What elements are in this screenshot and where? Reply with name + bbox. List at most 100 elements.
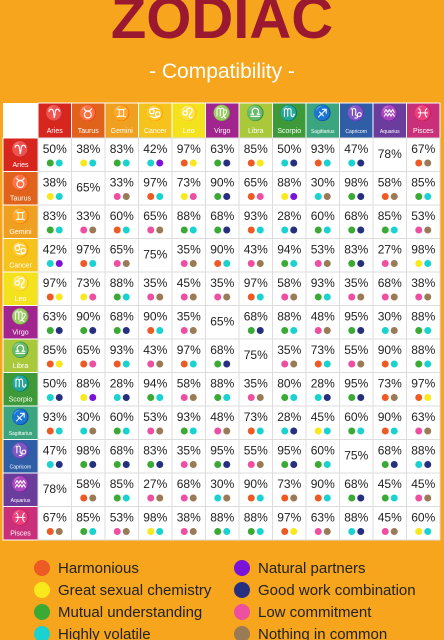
cell xyxy=(272,305,307,340)
cell xyxy=(104,305,139,340)
cell-value: 47% xyxy=(344,142,368,156)
cell-dot xyxy=(189,193,197,200)
cell-value: 88% xyxy=(411,444,435,458)
cell-dot xyxy=(214,394,222,401)
cell-value: 90% xyxy=(143,310,167,324)
cell-dot xyxy=(390,394,398,401)
cell-dot xyxy=(223,360,231,368)
cell-value: 65% xyxy=(110,243,134,257)
row-name: Pisces xyxy=(10,531,31,538)
cell-dot xyxy=(122,461,130,468)
legend-dot xyxy=(234,626,250,640)
cell-value: 43% xyxy=(143,343,167,357)
cell-dot xyxy=(223,226,231,234)
cell-dot xyxy=(390,327,398,334)
cell-dot xyxy=(348,226,356,234)
cell-dot xyxy=(156,427,164,435)
row-name: Capricorn xyxy=(10,465,32,471)
cell-value: 35% xyxy=(277,343,301,357)
cell-dot xyxy=(122,293,130,301)
cell-dot xyxy=(381,528,389,535)
cell xyxy=(238,472,273,507)
cell-dot xyxy=(89,327,97,334)
cell-value: 97% xyxy=(177,343,201,357)
cell-value: 35% xyxy=(244,377,268,391)
cell-value: 48% xyxy=(311,310,335,324)
cell-dot xyxy=(348,360,356,368)
cell-value: 38% xyxy=(177,511,201,525)
cell-dot xyxy=(348,159,356,167)
cell-value: 55% xyxy=(244,444,268,458)
cell xyxy=(272,405,307,440)
cell-value: 67% xyxy=(43,511,67,525)
cell-dot xyxy=(46,226,54,234)
col-name: Aquarius xyxy=(380,129,400,135)
cell-value: 60% xyxy=(344,410,368,424)
cell-dot xyxy=(89,260,97,267)
legend-label: Highly volatile xyxy=(58,626,151,640)
cell-dot xyxy=(80,494,88,502)
cell-value: 73% xyxy=(311,343,335,357)
cell-dot xyxy=(189,528,197,535)
cell-dot xyxy=(89,461,97,468)
cell-dot xyxy=(290,494,298,502)
cell-dot xyxy=(214,193,222,200)
cell-dot xyxy=(256,193,264,200)
cell-value: 35% xyxy=(177,243,201,257)
cell-dot xyxy=(357,360,365,368)
cell-dot xyxy=(323,226,331,234)
cell-value: 63% xyxy=(210,142,234,156)
row-name: Taurus xyxy=(10,196,32,203)
cell-dot xyxy=(46,260,54,267)
legend-label: Low commitment xyxy=(258,604,372,621)
cell-dot xyxy=(55,226,63,234)
cell-dot xyxy=(180,260,188,267)
cell-value: 85% xyxy=(43,343,67,357)
cell-dot xyxy=(147,193,155,200)
cell-value: 88% xyxy=(177,209,201,223)
cell-dot xyxy=(147,226,155,234)
cell-dot xyxy=(323,394,331,401)
col-symbol: ♏ xyxy=(280,104,299,122)
cell xyxy=(406,338,441,373)
cell-dot xyxy=(357,427,365,435)
cell-value: 85% xyxy=(76,511,100,525)
cell-dot xyxy=(89,226,97,234)
cell-dot xyxy=(122,360,130,368)
cell-dot xyxy=(122,226,130,234)
cell-dot xyxy=(55,394,63,401)
legend-dot xyxy=(34,560,50,576)
cell-dot xyxy=(46,528,54,535)
cell-dot xyxy=(415,427,423,435)
cell-dot xyxy=(323,260,331,267)
cell-value: 88% xyxy=(277,310,301,324)
cell-value: 97% xyxy=(277,511,301,525)
cell-value: 83% xyxy=(110,142,134,156)
cell-value: 30% xyxy=(76,410,100,424)
cell-dot xyxy=(223,528,231,535)
col-header xyxy=(37,102,72,139)
cell-value: 33% xyxy=(110,176,134,190)
cell-dot xyxy=(55,159,63,167)
cell-dot xyxy=(189,394,197,401)
cell-value: 88% xyxy=(277,176,301,190)
cell-dot xyxy=(46,193,54,200)
cell xyxy=(272,171,307,206)
cell-value: 68% xyxy=(110,444,134,458)
cell-value: 68% xyxy=(110,310,134,324)
cell-value: 35% xyxy=(344,276,368,290)
cell xyxy=(171,405,206,440)
legend-label: Harmonious xyxy=(58,560,139,577)
cell-dot xyxy=(348,293,356,301)
legend-dot xyxy=(234,582,250,598)
cell-dot xyxy=(113,528,121,535)
cell-dot xyxy=(256,394,264,401)
cell-value: 28% xyxy=(311,377,335,391)
cell xyxy=(37,204,72,239)
cell-dot xyxy=(390,260,398,267)
cell xyxy=(238,338,273,373)
cell-value: 73% xyxy=(277,477,301,491)
cell xyxy=(71,171,106,206)
cell-value: 63% xyxy=(411,410,435,424)
